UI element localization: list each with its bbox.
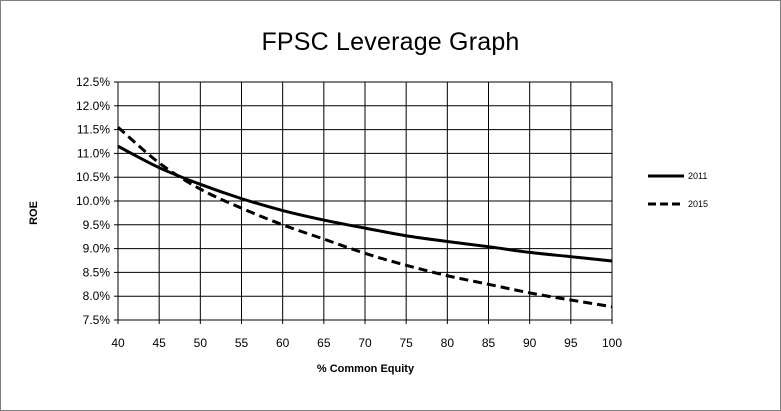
x-tick-label: 50 <box>194 336 208 350</box>
series-line-2011 <box>117 144 613 263</box>
legend: 2011 2015 <box>648 171 708 209</box>
y-tick-label: 12.5% <box>76 75 110 89</box>
series-line-2015 <box>117 126 613 309</box>
x-tick-label: 65 <box>317 336 331 350</box>
y-tick-label: 7.5% <box>83 313 111 327</box>
x-tick-label: 95 <box>564 336 578 350</box>
x-tick-label: 55 <box>235 336 249 350</box>
legend-label-2015: 2015 <box>688 199 708 209</box>
y-tick-label: 8.0% <box>83 289 111 303</box>
y-tick-label: 10.5% <box>76 170 110 184</box>
y-tick-label: 10.0% <box>76 194 110 208</box>
y-tick-label: 11.0% <box>77 146 110 160</box>
x-axis-label: % Common Equity <box>316 363 415 375</box>
gridlines <box>114 81 613 324</box>
x-tick-label: 45 <box>152 336 166 350</box>
y-tick-label: 12.0% <box>76 99 110 113</box>
chart-title: FPSC Leverage Graph <box>261 28 520 56</box>
series-lines <box>117 126 613 309</box>
legend-label-2011: 2011 <box>688 171 707 181</box>
x-tick-label: 75 <box>399 336 413 350</box>
y-tick-label: 8.5% <box>83 265 111 279</box>
x-tick-label: 60 <box>276 336 290 350</box>
x-tick-label: 85 <box>482 336 496 350</box>
x-tick-label: 80 <box>441 336 455 350</box>
x-tick-labels: 40 45 50 55 60 65 70 75 80 85 90 95 100 <box>111 336 622 350</box>
y-tick-label: 9.0% <box>83 242 111 256</box>
x-tick-label: 90 <box>523 336 537 350</box>
x-tick-label: 40 <box>111 336 125 350</box>
y-tick-label: 11.5% <box>77 123 110 137</box>
x-tick-label: 70 <box>358 336 372 350</box>
y-tick-label: 9.5% <box>83 218 111 232</box>
x-tick-label: 100 <box>602 336 622 350</box>
y-tick-labels: 7.5% 8.0% 8.5% 9.0% 9.5% 10.0% 10.5% 11.0% 11.5%… <box>76 75 110 327</box>
